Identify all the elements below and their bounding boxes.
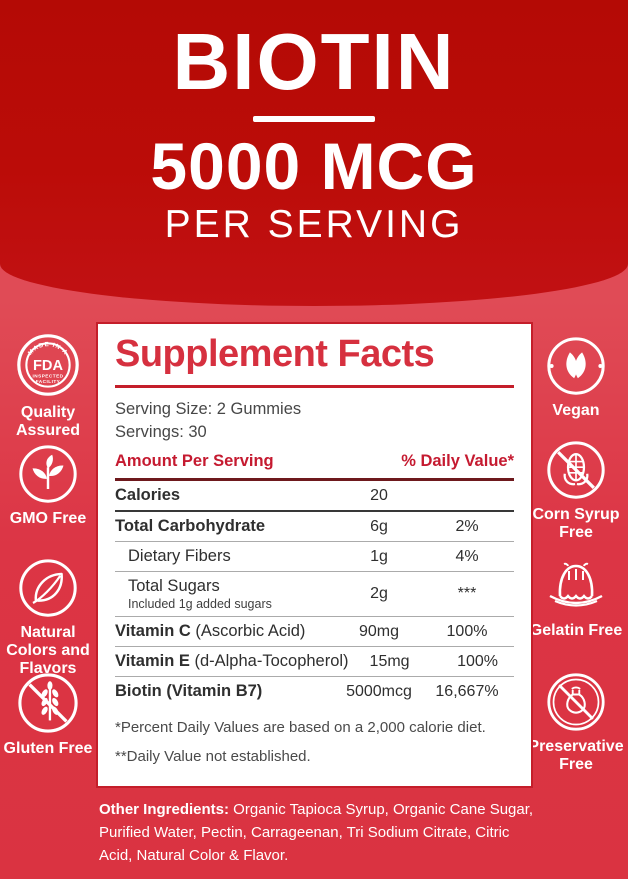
nutrient-row: Biotin (Vitamin B7) 5000mcg 16,667%: [115, 677, 514, 706]
svg-text:FDA: FDA: [33, 358, 63, 374]
nutrient-name: Vitamin E (d-Alpha-Tocopherol): [115, 652, 349, 671]
footnote-dv-not-established: **Daily Value not established.: [115, 747, 311, 765]
nutrient-daily-value: 100%: [446, 622, 488, 640]
nutrient-row: Total Sugars Included 1g added sugars 2g…: [115, 572, 514, 618]
nutrient-name: Biotin (Vitamin B7): [115, 682, 263, 701]
dosage-text: 5000 MCG: [150, 129, 478, 203]
nutrient-name: Vitamin C (Ascorbic Acid): [115, 622, 306, 641]
nutrient-note: Included 1g added sugars: [128, 597, 272, 612]
fda-badge-icon: MADE IN A FDA INSPECTED FACILITY: [17, 334, 79, 396]
nutrient-amount: 2g: [370, 585, 388, 603]
other-ingredients-text: Organic Tapioca Syrup, Organic Cane Suga…: [99, 801, 534, 864]
daily-value-header: % Daily Value*: [401, 452, 514, 471]
gluten-free-icon: [18, 673, 78, 733]
nutrient-daily-value: 16,667%: [435, 682, 499, 700]
thick-rule: [115, 478, 514, 482]
panel-rule: [115, 384, 514, 388]
badge-natural-colors-flavors: Natural Colors and Flavors: [0, 558, 98, 678]
columns-header: Amount Per Serving % Daily Value*: [115, 452, 514, 471]
product-title: BIOTIN: [172, 17, 456, 106]
badge-corn-syrup-free: Corn Syrup Free: [526, 440, 626, 542]
supplement-facts-title: Supplement Facts: [115, 333, 435, 375]
badge-gmo-free: GMO Free: [0, 444, 98, 528]
nutrient-amount: 6g: [370, 517, 388, 535]
label-header: BIOTIN 5000 MCG PER SERVING: [0, 0, 628, 247]
badge-label: Vegan: [552, 402, 600, 419]
svg-text:INSPECTED: INSPECTED: [32, 374, 63, 379]
header-divider: [253, 116, 375, 122]
nutrient-amount: 1g: [370, 547, 388, 565]
badge-label: Gluten Free: [3, 740, 93, 757]
natural-leaf-icon: [19, 559, 77, 617]
header-background-curve: [0, 0, 628, 306]
badge-label: Gelatin Free: [529, 622, 623, 639]
nutrient-amount: 90mg: [358, 622, 400, 640]
svg-text:FACILITY: FACILITY: [36, 379, 61, 384]
nutrient-daily-value: 4%: [455, 547, 479, 565]
corn-syrup-free-icon: [547, 441, 605, 499]
nutrient-name: Calories: [115, 486, 181, 505]
nutrient-name: Dietary Fibers: [128, 547, 231, 566]
nutrient-daily-value: ***: [457, 585, 477, 603]
badge-label: GMO Free: [9, 510, 87, 527]
amount-per-serving-header: Amount Per Serving: [115, 452, 274, 471]
badge-quality-assured: MADE IN A FDA INSPECTED FACILITY Quality…: [0, 332, 98, 440]
badge-label: Natural Colors and Flavors: [6, 624, 90, 677]
serving-size: Serving Size: 2 Gummies: [115, 399, 302, 418]
badge-gluten-free: Gluten Free: [0, 672, 98, 758]
nutrient-row: Total Carbohydrate 6g 2%: [115, 512, 514, 543]
nutrient-amount: 5000mcg: [346, 682, 412, 700]
badge-label: Corn Syrup Free: [532, 506, 620, 541]
nutrient-amount: 15mg: [369, 652, 410, 670]
supplement-facts-panel: Supplement Facts Serving Size: 2 Gummies…: [96, 322, 533, 788]
other-ingredients: Other Ingredients: Organic Tapioca Syrup…: [99, 799, 537, 867]
nutrient-rows: Calories 20 Total Carbohydrate 6g 2% Die…: [115, 481, 514, 706]
servings-count: Servings: 30: [115, 422, 207, 441]
per-serving-text: PER SERVING: [164, 203, 464, 247]
nutrient-daily-value: 100%: [457, 652, 499, 670]
badge-label: Preservative Free: [528, 738, 624, 773]
nutrient-name: Total Carbohydrate: [115, 517, 266, 536]
badge-gelatin-free: Gelatin Free: [526, 558, 626, 640]
gelatin-free-icon: [549, 562, 603, 607]
nutrient-row: Vitamin C (Ascorbic Acid) 90mg 100%: [115, 617, 514, 648]
badge-preservative-free: Preservative Free: [526, 672, 626, 774]
badge-label: Quality Assured: [15, 404, 81, 439]
nutrient-daily-value: 2%: [455, 517, 479, 535]
nutrient-row: Vitamin E (d-Alpha-Tocopherol) 15mg 100%: [115, 647, 514, 678]
badge-vegan: Vegan: [526, 336, 626, 420]
nutrient-row: Dietary Fibers 1g 4%: [115, 542, 514, 573]
gmo-free-icon: [19, 445, 77, 503]
footnote-daily-values: *Percent Daily Values are based on a 2,0…: [115, 719, 486, 737]
other-ingredients-label: Other Ingredients:: [99, 801, 230, 818]
nutrient-name: Total Sugars Included 1g added sugars: [115, 577, 338, 611]
vegan-icon: [547, 337, 605, 395]
nutrient-row: Calories 20: [115, 481, 514, 513]
nutrient-amount: 20: [370, 486, 388, 504]
preservative-free-icon: [547, 673, 605, 731]
